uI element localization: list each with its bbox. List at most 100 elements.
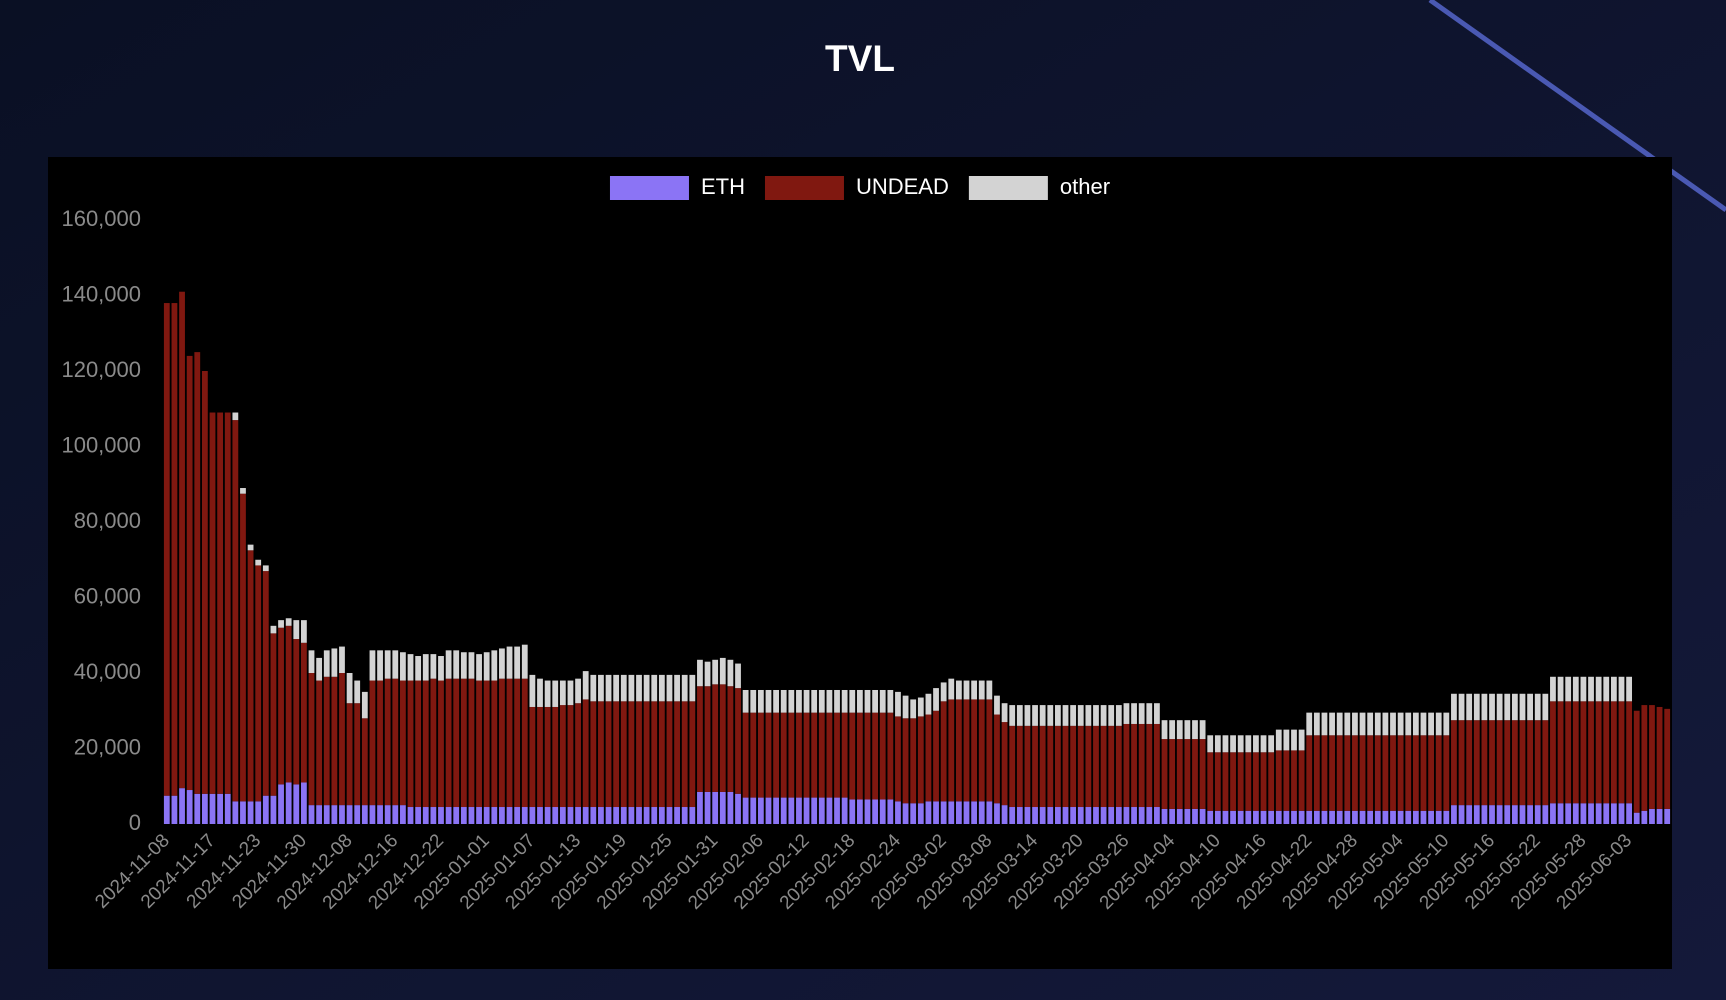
bar-segment [917, 697, 924, 717]
bar-segment [514, 646, 521, 679]
bar-segment [986, 801, 993, 824]
bar-segment [955, 699, 962, 802]
bar-segment [636, 701, 642, 808]
bar-segment [537, 706, 543, 808]
bar-segment [339, 646, 345, 673]
bar-segment [1093, 725, 1099, 808]
bar-segment [1321, 735, 1328, 811]
bar-segment [902, 695, 909, 719]
bar-segment [1169, 739, 1176, 809]
bar-segment [1344, 810, 1351, 824]
bar-segment [697, 659, 703, 687]
bar-segment [735, 663, 741, 689]
bar-segment [940, 701, 947, 802]
bar-segment [1085, 705, 1092, 726]
bar-segment [1047, 705, 1054, 726]
bar-segment [689, 674, 696, 702]
bar-segment [681, 701, 688, 808]
bar-segment [1595, 803, 1602, 824]
bar-segment [1466, 693, 1473, 721]
bar-segment [666, 701, 673, 808]
bar-segment [1131, 807, 1137, 824]
bar-segment [1268, 752, 1275, 811]
bar-segment [1176, 720, 1183, 740]
bar-segment [1390, 810, 1396, 824]
bar-segment [788, 797, 795, 824]
bar-segment [301, 782, 307, 824]
bar-segment [506, 678, 513, 808]
chart-panel [48, 157, 1672, 969]
bar-segment [818, 712, 825, 798]
bar-segment [377, 650, 383, 681]
bar-segment [986, 680, 993, 700]
bar-segment [1390, 712, 1396, 736]
bar-segment [163, 303, 170, 796]
bar-segment [712, 791, 719, 824]
bar-segment [331, 805, 338, 824]
bar-segment [864, 689, 871, 713]
bar-segment [864, 799, 871, 824]
bar-segment [1626, 676, 1633, 702]
bar-segment [917, 716, 924, 804]
bar-segment [445, 678, 452, 808]
bar-segment [605, 674, 612, 702]
bar-segment [948, 678, 955, 700]
bar-segment [658, 674, 665, 702]
bar-segment [1131, 723, 1137, 808]
bar-segment [895, 691, 901, 717]
chart-title: TVL [825, 38, 895, 79]
bar-segment [323, 676, 330, 806]
bar-segment [803, 689, 810, 713]
bar-segment [1062, 725, 1069, 808]
bar-segment [1298, 729, 1305, 751]
bar-segment [1222, 735, 1229, 753]
bar-segment [1093, 705, 1099, 726]
bar-segment [1260, 752, 1267, 811]
legend-label: other [1060, 174, 1110, 199]
bar-segment [537, 807, 543, 824]
bar-segment [270, 625, 277, 634]
bar-segment [567, 807, 574, 824]
bar-segment [194, 793, 201, 824]
bar-segment [217, 793, 224, 824]
y-tick-label: 80,000 [74, 508, 141, 533]
bar-segment [1115, 725, 1122, 808]
bar-segment [186, 355, 193, 791]
bar-segment [834, 797, 840, 824]
bar-segment [1443, 810, 1450, 824]
bar-segment [1367, 735, 1374, 811]
bar-segment [1306, 712, 1313, 736]
bar-segment [636, 674, 642, 702]
bar-segment [719, 684, 726, 792]
bar-segment [232, 412, 239, 421]
bar-segment [719, 791, 726, 824]
bar-segment [651, 701, 658, 808]
bar-segment [1283, 750, 1290, 811]
bar-segment [1527, 693, 1533, 721]
legend-swatch [609, 176, 689, 200]
bar-segment [674, 674, 680, 702]
bar-segment [1123, 703, 1130, 724]
bar-segment [933, 801, 939, 824]
bar-segment [727, 686, 734, 792]
bar-segment [1275, 729, 1282, 751]
bar-segment [1565, 803, 1572, 824]
bar-segment [552, 680, 559, 707]
bar-segment [194, 352, 201, 794]
decor-line [1428, 0, 1726, 213]
bar-segment [1534, 693, 1541, 721]
bar-segment [361, 805, 368, 824]
bar-segment [354, 703, 361, 806]
bar-segment [209, 793, 216, 824]
bar-segment [1123, 723, 1130, 808]
bar-segment [1344, 712, 1351, 736]
bar-segment [598, 674, 604, 702]
bar-segment [438, 807, 444, 824]
bar-segment [925, 801, 932, 824]
bar-segment [1412, 712, 1419, 736]
bar-segment [1565, 701, 1572, 804]
bar-segment [986, 699, 993, 802]
legend-swatch [968, 176, 1048, 200]
bar-segment [301, 620, 307, 643]
bar-segment [658, 701, 665, 808]
